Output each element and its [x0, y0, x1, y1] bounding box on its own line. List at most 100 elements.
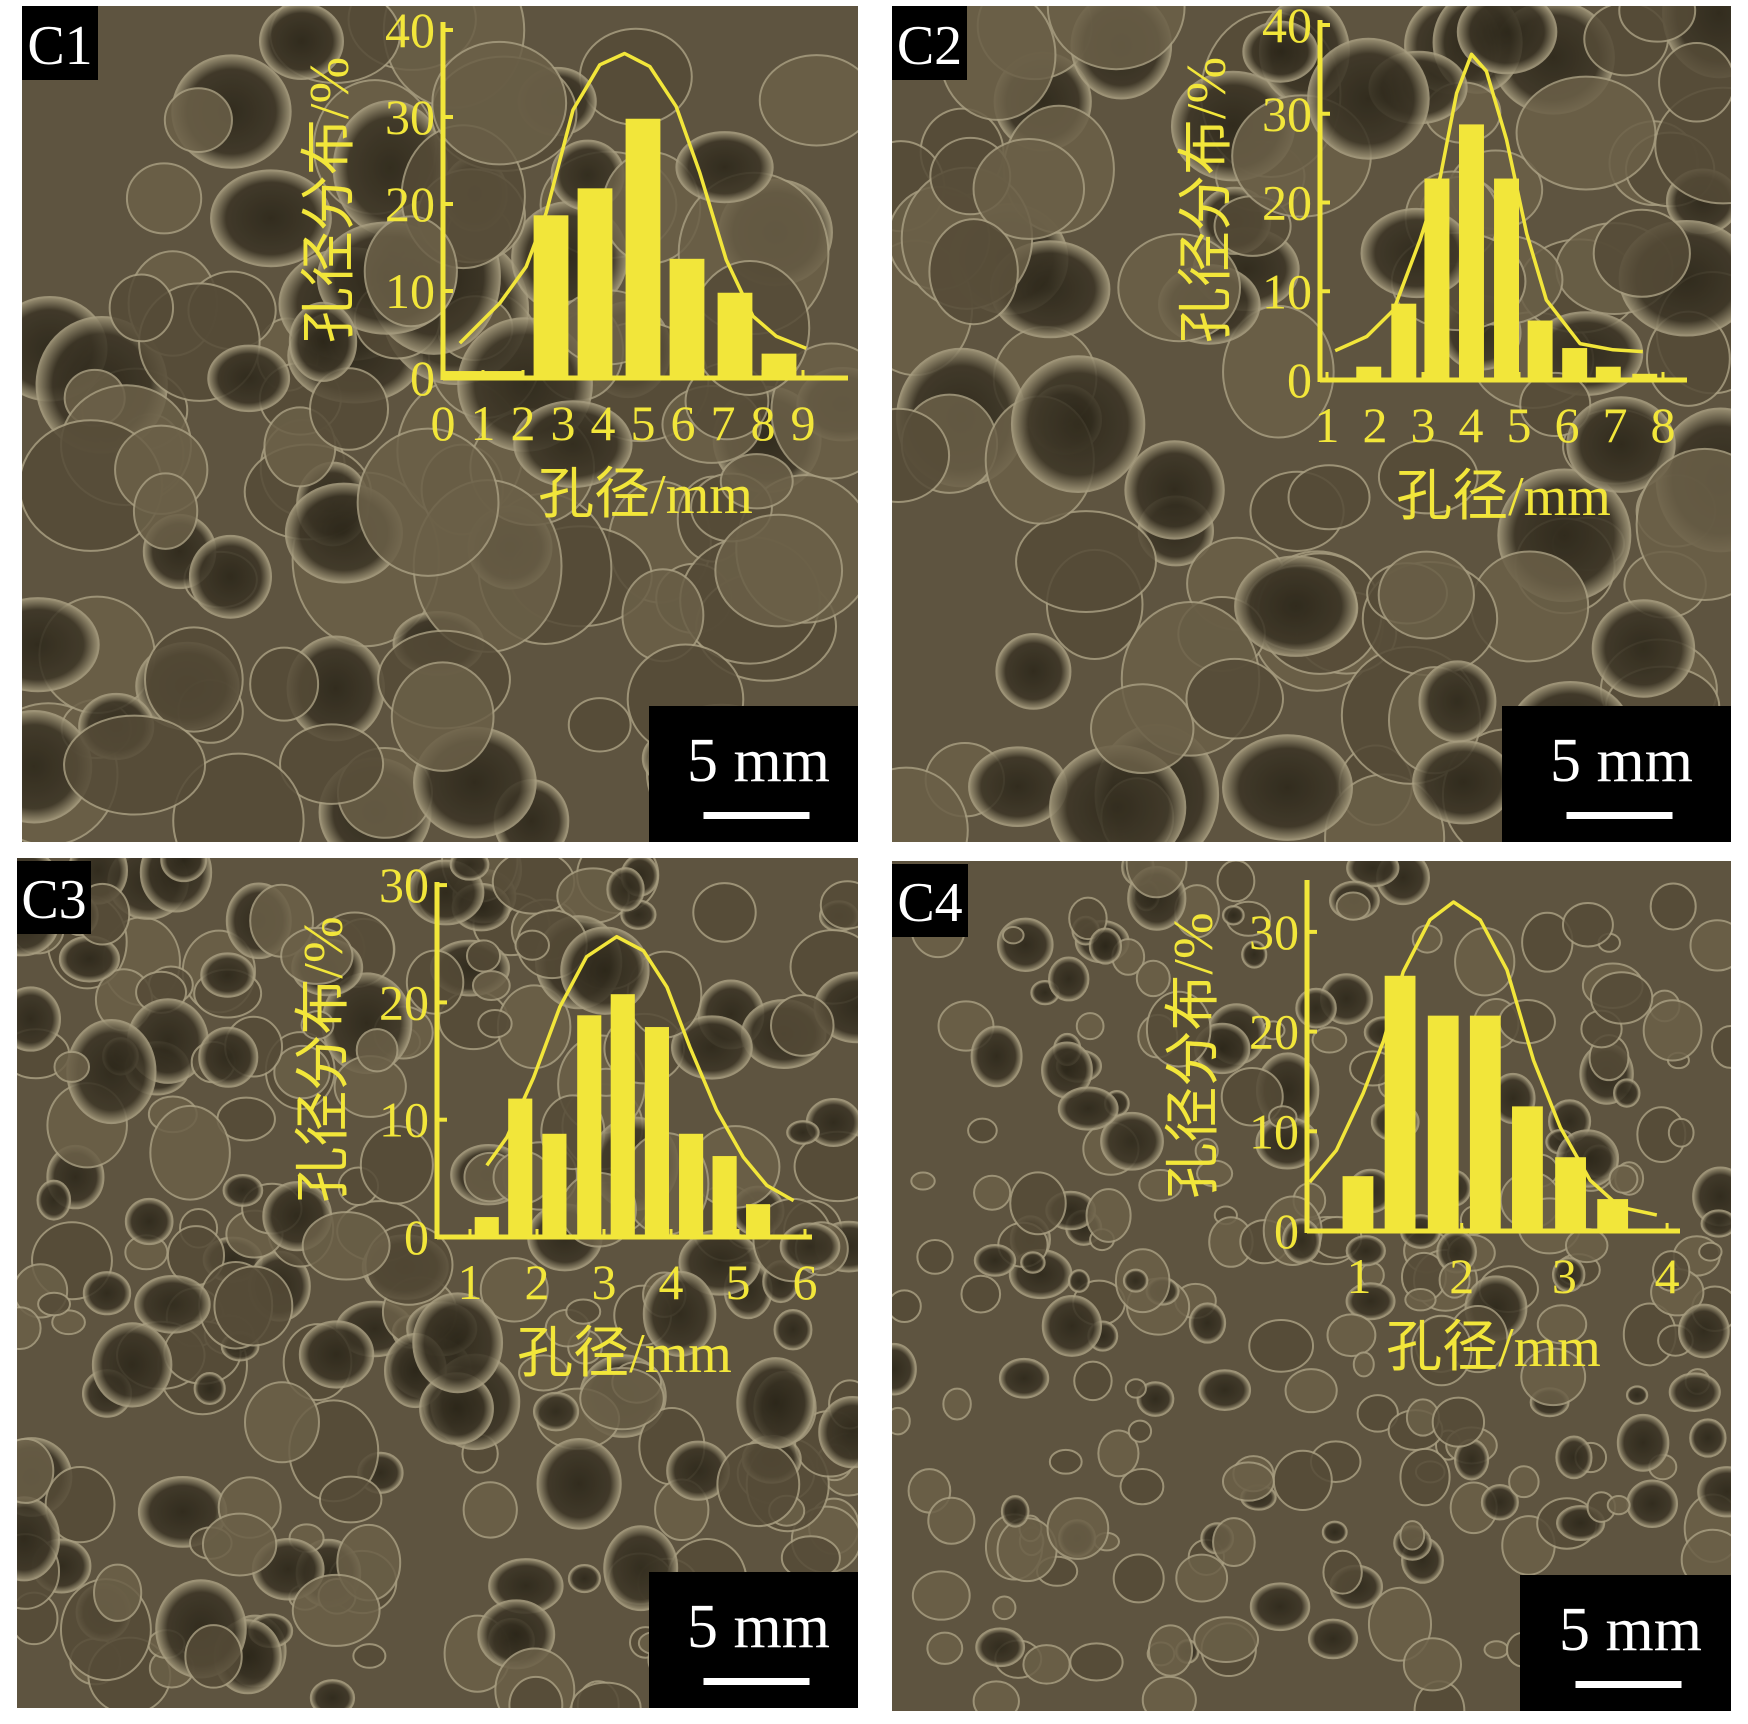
pore — [995, 632, 1072, 710]
x-tick-label: 1 — [471, 395, 496, 451]
pore — [1480, 1484, 1519, 1521]
pore — [1697, 1466, 1731, 1518]
y-tick-label: 40 — [385, 2, 435, 58]
pore — [1307, 37, 1430, 160]
panel-label-box — [17, 861, 91, 934]
scale-bar-box — [1502, 706, 1731, 842]
pore — [1193, 1616, 1260, 1663]
pore — [670, 1015, 753, 1080]
normal-fit-curve — [485, 934, 795, 1203]
pore — [1536, 1304, 1588, 1345]
pore — [719, 453, 794, 510]
pore — [132, 472, 199, 550]
pore — [1022, 1644, 1071, 1685]
pore — [1335, 891, 1371, 921]
pore — [1555, 1435, 1593, 1480]
micrograph-pores — [892, 6, 1731, 842]
pore — [1073, 1360, 1113, 1402]
pore — [1642, 999, 1703, 1062]
pore — [258, 6, 345, 81]
pore — [518, 1354, 569, 1392]
pore — [892, 1289, 922, 1323]
pore — [1216, 861, 1256, 903]
pore — [431, 40, 568, 166]
pore — [1345, 1282, 1396, 1321]
pore — [352, 1643, 387, 1669]
pore — [207, 344, 291, 413]
pore — [1456, 6, 1558, 75]
pore — [916, 1238, 954, 1275]
x-tick-label: 8 — [751, 395, 776, 451]
pore — [1551, 1256, 1586, 1293]
y-tick-label: 10 — [385, 263, 435, 319]
pore — [1625, 1385, 1649, 1405]
pore — [773, 1308, 813, 1351]
y-tick-label: 30 — [1249, 904, 1299, 960]
pore — [172, 752, 305, 842]
pore — [606, 867, 645, 912]
x-tick-label: 4 — [591, 395, 616, 451]
pore — [1520, 1347, 1587, 1407]
pore — [675, 131, 774, 204]
bar — [474, 1217, 499, 1237]
pore — [1326, 1313, 1377, 1358]
pore — [201, 1512, 278, 1577]
pore — [1272, 1449, 1333, 1512]
bar — [679, 1133, 704, 1237]
pore — [1020, 1251, 1046, 1274]
pore — [1345, 1235, 1386, 1267]
pore — [1606, 1495, 1631, 1516]
x-tick-label: 6 — [793, 1254, 818, 1310]
scale-bar-label: 5 mm — [1550, 727, 1693, 795]
pore — [1097, 1429, 1140, 1478]
pore — [967, 1117, 998, 1144]
x-tick-label: 3 — [1411, 397, 1436, 453]
pore — [37, 1291, 71, 1317]
pore — [1188, 1302, 1227, 1344]
y-tick-label: 0 — [1287, 352, 1312, 408]
pore — [249, 646, 320, 722]
pore — [692, 882, 757, 943]
panel-c4: 0 10 20 30 1 2 3 4 孔径/mm 孔径分布/% C4 5 mm — [892, 861, 1731, 1711]
pore — [273, 1044, 331, 1100]
pore — [1119, 1467, 1165, 1506]
pore — [992, 1595, 1017, 1621]
pore — [1589, 971, 1654, 1025]
pore — [1321, 1520, 1348, 1544]
pore — [1616, 1413, 1670, 1472]
x-tick-label: 2 — [1363, 397, 1388, 453]
pore — [1221, 905, 1245, 926]
bar — [542, 1133, 567, 1237]
pore — [1307, 1618, 1359, 1660]
pore — [149, 1104, 231, 1201]
pore — [44, 1465, 116, 1544]
pore — [1700, 1209, 1731, 1238]
scale-bar-label: 5 mm — [687, 1593, 830, 1661]
scale-bar-label: 5 mm — [1559, 1596, 1702, 1664]
bar — [625, 118, 661, 379]
panel-label-box — [892, 6, 967, 80]
pore — [578, 27, 693, 126]
pore — [1412, 740, 1515, 825]
pore — [892, 766, 969, 842]
panel-label: C4 — [897, 872, 962, 934]
pore — [1284, 1368, 1338, 1414]
pore — [1711, 1024, 1731, 1069]
pore — [1431, 1396, 1486, 1448]
x-tick-label: 3 — [592, 1254, 617, 1310]
pore — [477, 1009, 513, 1039]
pore — [532, 1391, 580, 1432]
pore — [143, 626, 244, 733]
pore — [975, 1627, 1026, 1668]
pore — [356, 427, 500, 577]
pore — [108, 273, 175, 343]
panel-label-box — [22, 6, 98, 80]
pore — [892, 1342, 917, 1396]
bar — [508, 1098, 533, 1237]
pore — [462, 1481, 518, 1539]
pore — [818, 1395, 858, 1469]
pore — [309, 367, 390, 451]
pore — [1519, 371, 1592, 438]
pore — [1404, 1288, 1437, 1312]
bar — [1391, 303, 1417, 380]
